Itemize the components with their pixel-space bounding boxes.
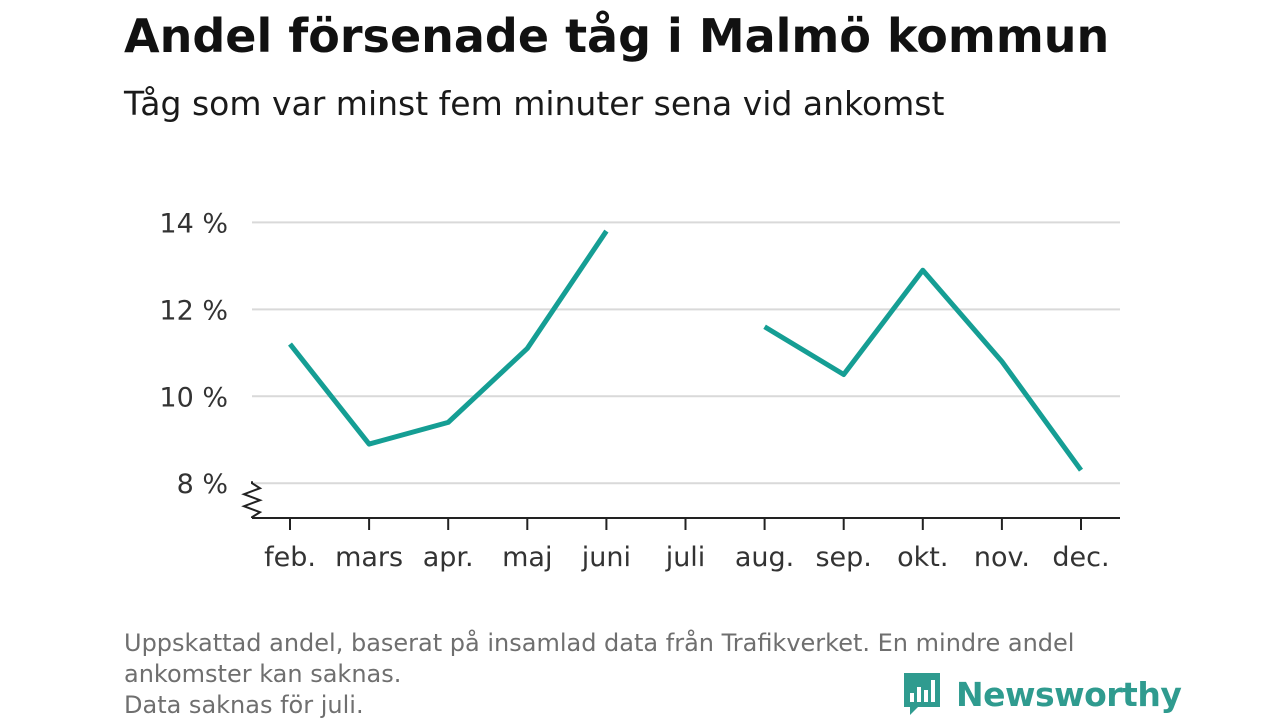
y-axis-break-mark: [241, 481, 263, 519]
y-tick-label: 12 %: [159, 295, 228, 326]
series-lines: [288, 229, 1084, 472]
y-tick-label: 14 %: [159, 208, 228, 239]
y-tick-label: 10 %: [159, 382, 228, 413]
brand-name: Newsworthy: [956, 674, 1182, 714]
footnote-line: Data saknas för juli.: [124, 691, 364, 719]
gridlines: [252, 221, 1120, 485]
x-tick-label: nov.: [974, 542, 1030, 573]
chart-subtitle: Tåg som var minst fem minuter sena vid a…: [124, 84, 945, 123]
x-tick-label: sep.: [815, 542, 871, 573]
x-tick-label: okt.: [897, 542, 948, 573]
x-tick-label: aug.: [735, 542, 794, 573]
series-line-segment: [288, 229, 609, 447]
footnote: Uppskattad andel, baserat på insamlad da…: [124, 628, 1164, 720]
y-axis-tick-labels: 8 % 10 % 12 % 14 %: [159, 208, 228, 500]
x-tick-label: feb.: [264, 542, 316, 573]
newsworthy-chart-bubble-icon: [904, 673, 940, 715]
series-line-segment: [763, 267, 1084, 472]
y-tick-label: 8 %: [177, 469, 228, 500]
footnote-line: ankomster kan saknas.: [124, 660, 402, 688]
x-tick-label: mars: [335, 542, 403, 573]
x-axis: [241, 481, 1120, 519]
x-tick-label: dec.: [1052, 542, 1109, 573]
x-tick-label: apr.: [423, 542, 474, 573]
chart-title: Andel försenade tåg i Malmö kommun: [124, 9, 1110, 63]
x-axis-tick-labels: feb. mars apr. maj juni juli aug. sep. okt. nov. d…: [264, 518, 1110, 573]
x-tick-label: juli: [665, 542, 706, 573]
footnote-line: Uppskattad andel, baserat på insamlad da…: [124, 629, 1075, 657]
brand-logo: Newsworthy: [902, 668, 1182, 720]
x-tick-label: maj: [502, 542, 552, 573]
x-tick-label: juni: [581, 542, 631, 573]
